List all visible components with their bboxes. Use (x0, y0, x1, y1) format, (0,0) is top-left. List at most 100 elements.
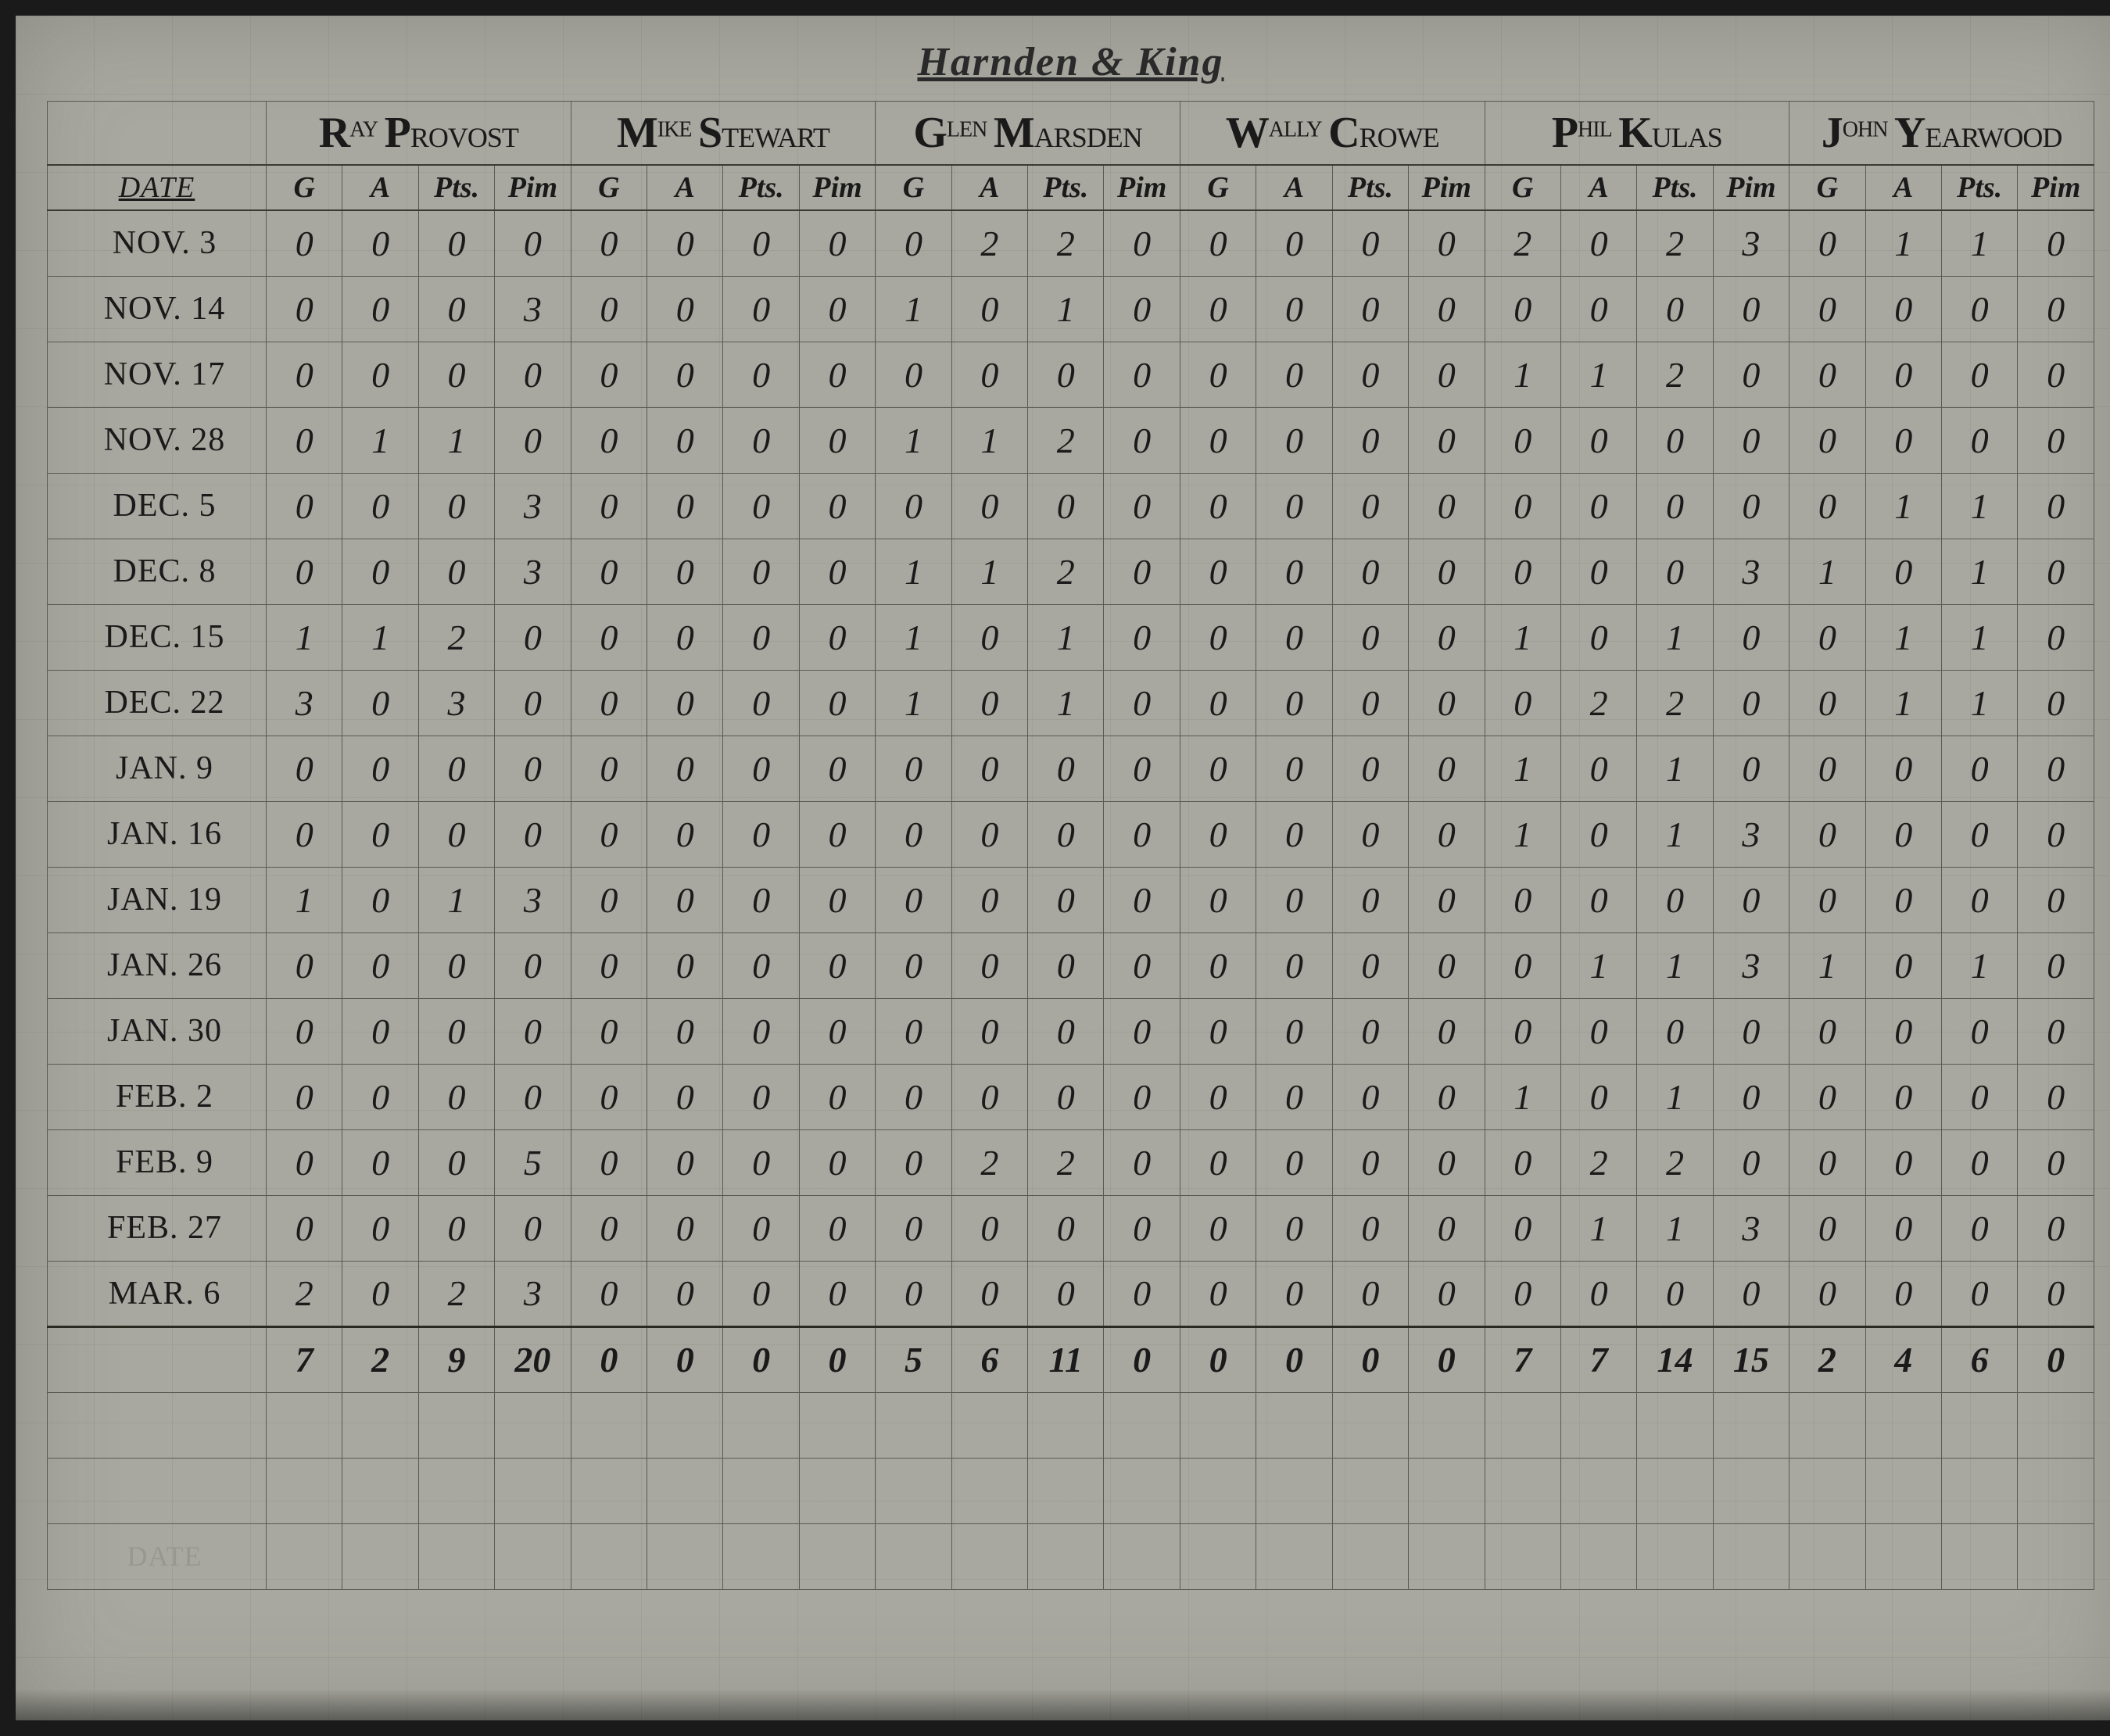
stat-cell: 1 (1941, 604, 2017, 670)
totals-cell: 4 (1865, 1326, 1941, 1392)
data-row-4: DEC. 5000300000000000000000110 (48, 473, 2094, 539)
ghost-row: DATE (48, 1523, 2094, 1589)
stat-cell: 0 (418, 276, 494, 342)
stat-cell: 0 (1028, 736, 1104, 801)
stat-cell: 0 (951, 801, 1027, 867)
stat-cell: 1 (1789, 932, 1865, 998)
stat-cell: 0 (1409, 801, 1485, 867)
stat-cell: 0 (495, 407, 571, 473)
blank-cell (1332, 1392, 1408, 1458)
stat-cell: 0 (1180, 1129, 1256, 1195)
stat-cell: 3 (495, 867, 571, 932)
stat-cell: 2 (418, 1261, 494, 1326)
stat-header-3-2: Pts. (1332, 165, 1408, 210)
stat-cell: 0 (1865, 867, 1941, 932)
totals-cell: 0 (2018, 1326, 2094, 1392)
stat-cell: 0 (1256, 998, 1332, 1064)
stat-cell: 0 (1332, 539, 1408, 604)
stat-cell: 0 (799, 998, 875, 1064)
stat-cell: 0 (418, 473, 494, 539)
stat-header-4-0: G (1485, 165, 1560, 210)
stat-cell: 0 (1789, 407, 1865, 473)
stat-cell: 0 (571, 1261, 647, 1326)
stat-cell: 0 (342, 998, 418, 1064)
blank-cell (723, 1392, 799, 1458)
stat-cell: 1 (1485, 1064, 1560, 1129)
stat-cell: 0 (799, 539, 875, 604)
stat-cell: 0 (1180, 998, 1256, 1064)
stat-cell: 0 (1485, 1129, 1560, 1195)
stat-cell: 1 (1485, 801, 1560, 867)
stat-header-4-3: Pim (1713, 165, 1789, 210)
stat-cell: 0 (1409, 998, 1485, 1064)
stat-cell: 0 (2018, 670, 2094, 736)
stat-cell: 0 (1104, 867, 1180, 932)
stat-cell: 0 (1789, 276, 1865, 342)
stat-cell: 0 (1713, 736, 1789, 801)
stat-cell: 0 (267, 407, 342, 473)
date-cell: JAN. 30 (48, 998, 267, 1064)
stat-cell: 0 (1332, 1129, 1408, 1195)
stat-cell: 1 (1941, 670, 2017, 736)
ghost-cell (1180, 1523, 1256, 1589)
stat-cell: 0 (418, 998, 494, 1064)
stat-cell: 0 (1409, 867, 1485, 932)
stat-cell: 0 (799, 407, 875, 473)
stat-cell: 0 (1789, 210, 1865, 276)
totals-cell: 0 (1104, 1326, 1180, 1392)
stat-cell: 0 (1332, 932, 1408, 998)
stat-cell: 0 (723, 210, 799, 276)
stat-cell: 1 (1865, 210, 1941, 276)
stat-cell: 0 (1104, 801, 1180, 867)
stat-cell: 3 (1713, 932, 1789, 998)
stat-cell: 2 (1028, 1129, 1104, 1195)
stat-cell: 0 (647, 539, 723, 604)
blank-cell (495, 1392, 571, 1458)
stat-cell: 0 (1865, 1195, 1941, 1261)
stat-cell: 0 (951, 276, 1027, 342)
stat-cell: 0 (1409, 1195, 1485, 1261)
stat-cell: 0 (1941, 276, 2017, 342)
stat-cell: 5 (495, 1129, 571, 1195)
stat-header-0-1: A (342, 165, 418, 210)
stat-cell: 0 (1941, 1195, 2017, 1261)
stat-cell: 0 (1713, 342, 1789, 407)
stat-cell: 0 (1560, 998, 1636, 1064)
stat-cell: 0 (1941, 407, 2017, 473)
date-header: DATE (48, 165, 267, 210)
blank-cell (647, 1458, 723, 1523)
stat-cell: 0 (951, 736, 1027, 801)
stat-cell: 0 (1409, 407, 1485, 473)
totals-cell: 0 (1332, 1326, 1408, 1392)
stat-cell: 0 (1180, 867, 1256, 932)
stat-cell: 1 (951, 539, 1027, 604)
stat-cell: 0 (876, 210, 951, 276)
stat-cell: 0 (799, 670, 875, 736)
blank-cell (1789, 1392, 1865, 1458)
stat-cell: 0 (571, 210, 647, 276)
ghost-cell (647, 1523, 723, 1589)
stat-cell: 0 (495, 736, 571, 801)
date-cell: NOV. 14 (48, 276, 267, 342)
ghost-cell (418, 1523, 494, 1589)
data-row-9: JAN. 16000000000000000010130000 (48, 801, 2094, 867)
stat-cell: 1 (418, 867, 494, 932)
stat-cell: 0 (1941, 1129, 2017, 1195)
stat-cell: 2 (1637, 342, 1713, 407)
stat-cell: 0 (1028, 998, 1104, 1064)
page-binding-shadow (16, 1689, 2110, 1720)
blank-cell (1409, 1392, 1485, 1458)
blank-cell (951, 1458, 1027, 1523)
data-row-1: NOV. 14000300001010000000000000 (48, 276, 2094, 342)
ghost-cell (1865, 1523, 1941, 1589)
data-row-15: FEB. 27000000000000000001130000 (48, 1195, 2094, 1261)
stat-cell: 0 (876, 342, 951, 407)
stat-cell: 0 (1713, 670, 1789, 736)
ghost-cell (876, 1523, 951, 1589)
stat-cell: 0 (1256, 210, 1332, 276)
stat-cell: 0 (267, 276, 342, 342)
stat-cell: 0 (1560, 1064, 1636, 1129)
stat-cell: 0 (1028, 1064, 1104, 1129)
ghost-cell (1485, 1523, 1560, 1589)
stat-cell: 0 (1865, 1261, 1941, 1326)
